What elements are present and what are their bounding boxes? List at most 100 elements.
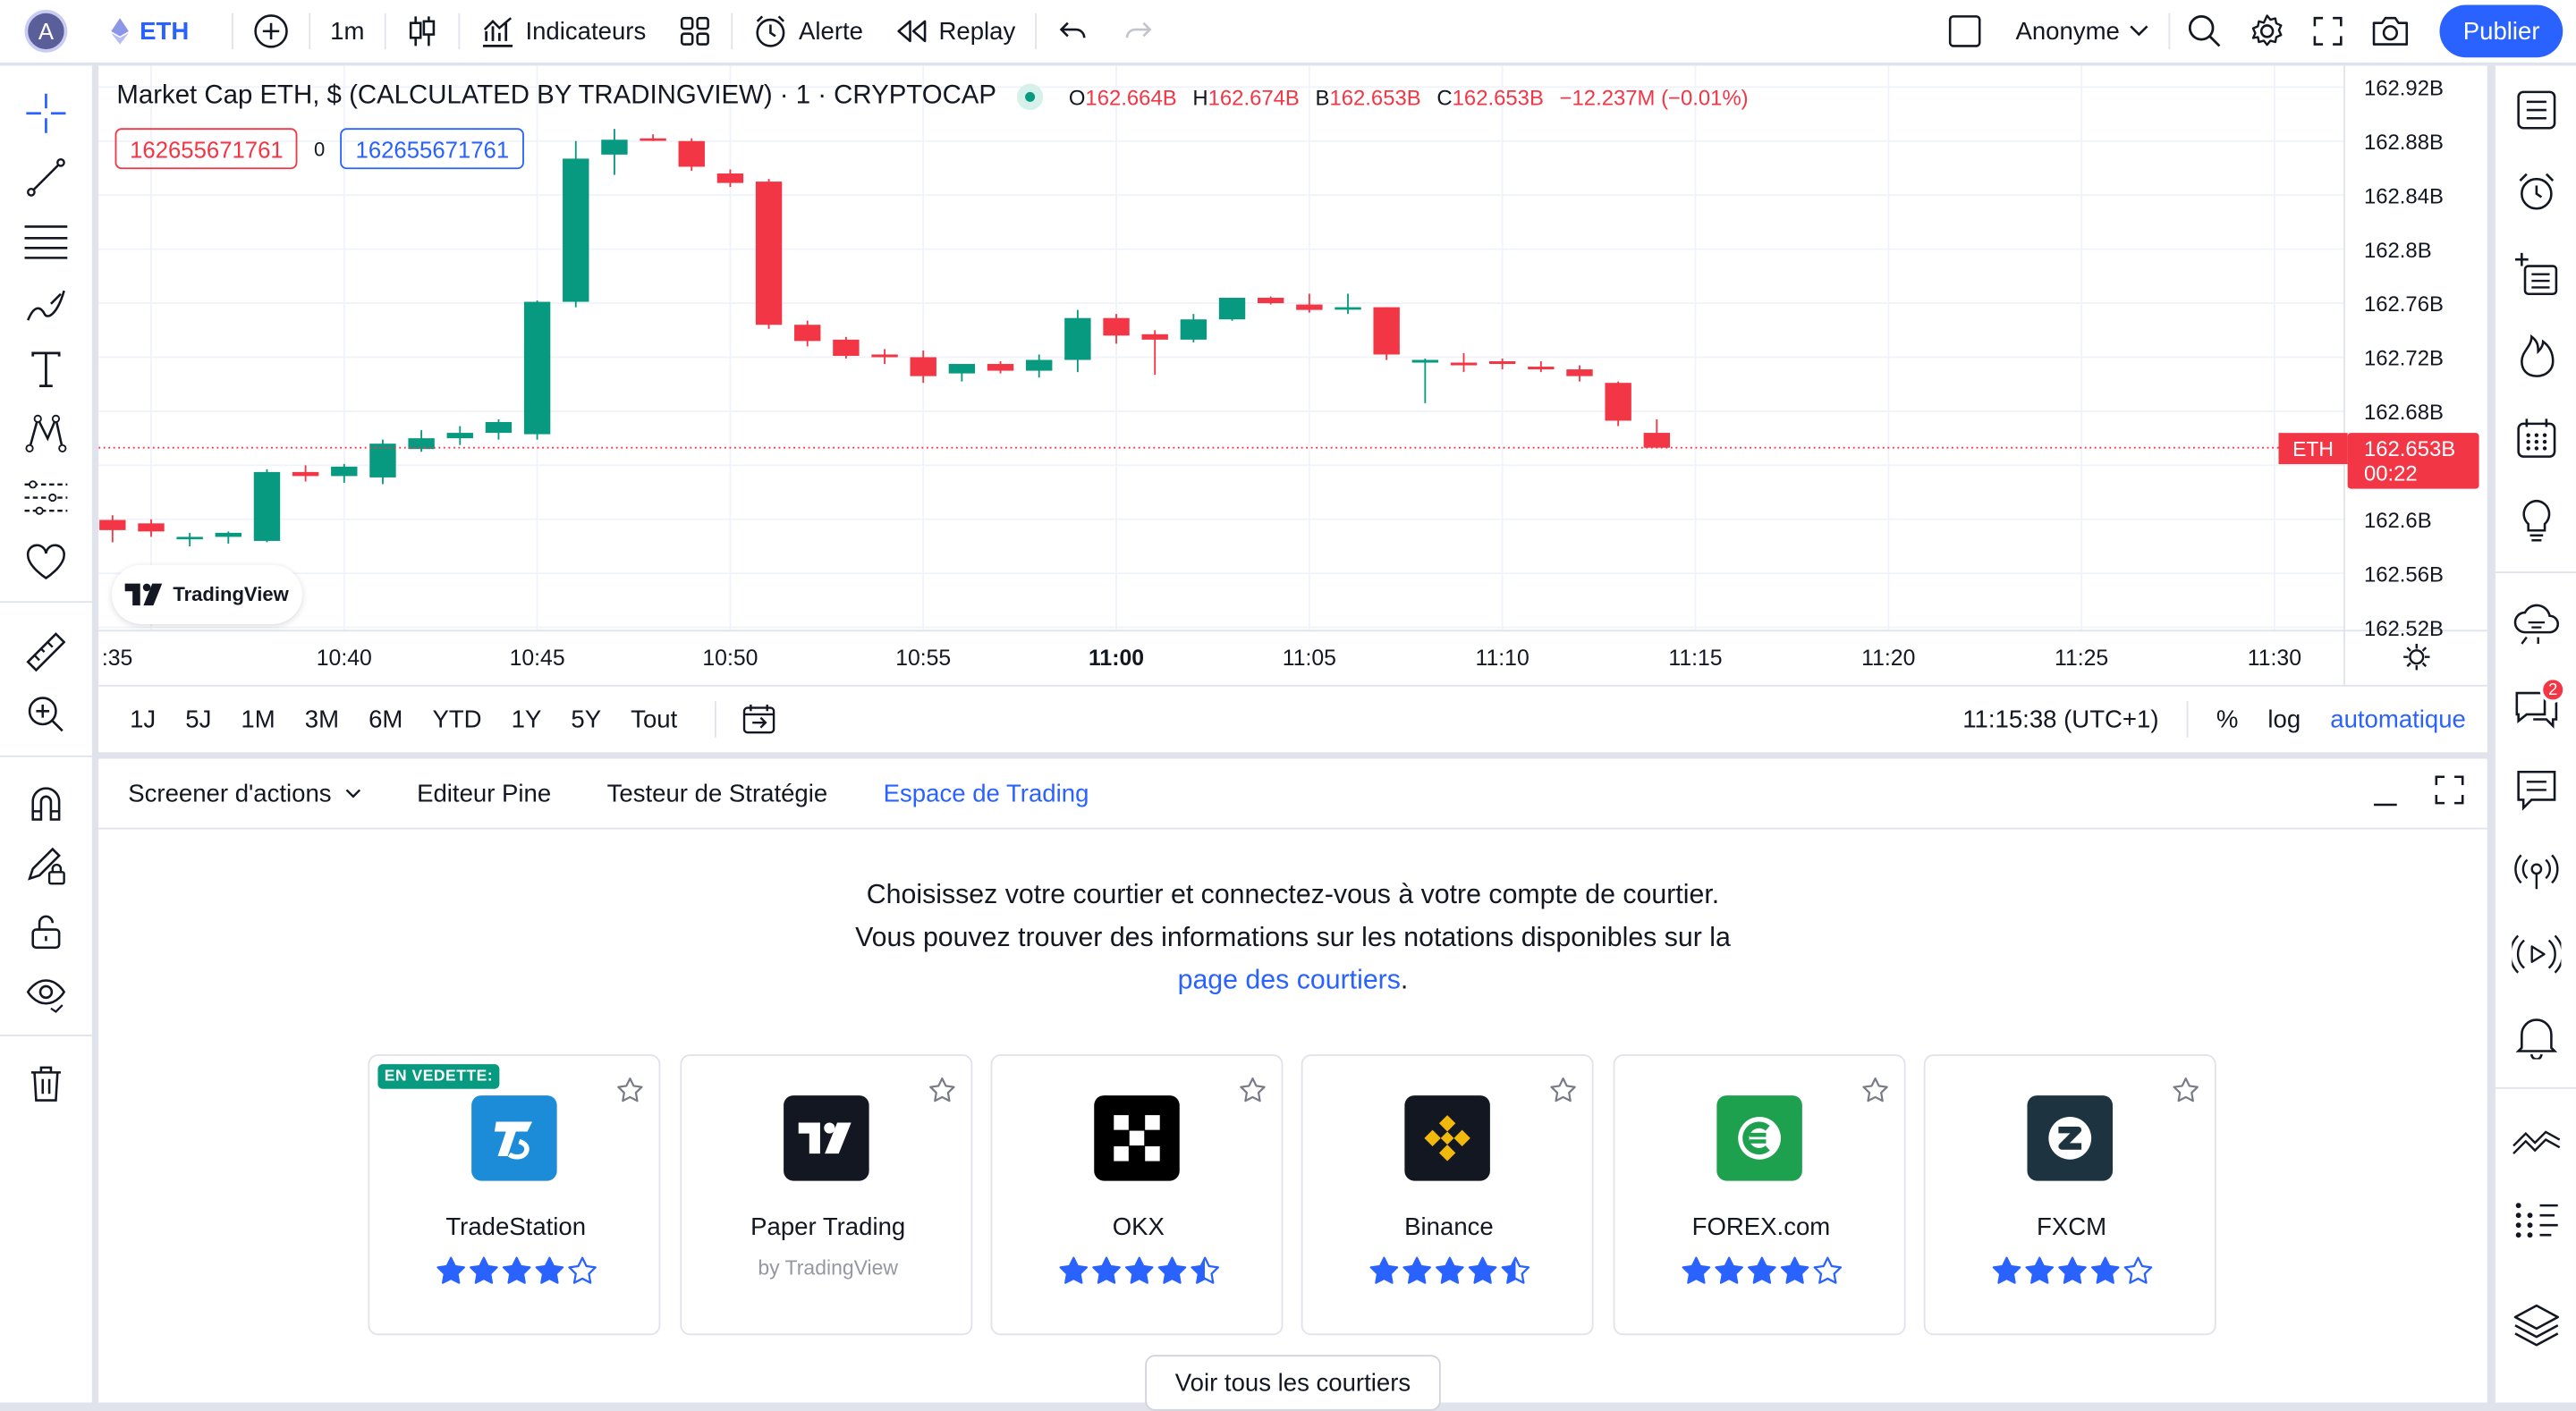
time-axis-label: 10:55 [895,646,951,671]
tab-stock-screener[interactable]: Screener d'actions [98,780,389,807]
candle [601,129,628,175]
chart-type-button[interactable] [389,0,454,63]
buy-button[interactable]: 162655671761 [341,128,524,170]
prediction-tool[interactable] [21,473,71,522]
goto-date-button[interactable] [743,704,776,734]
candle-body [1643,433,1671,448]
text-tool[interactable] [21,345,71,394]
hide-tool[interactable] [21,969,71,1018]
redo-button[interactable] [1106,0,1171,63]
dom-button[interactable] [2512,1196,2561,1245]
minimize-panel-button[interactable] [2372,782,2398,815]
magnet-tool[interactable] [21,779,71,828]
alert-button[interactable]: Alerte [736,0,879,63]
fullscreen-button[interactable] [2299,0,2358,63]
streams-button[interactable] [2512,930,2562,979]
news-button[interactable] [2512,765,2561,815]
broadcast-button[interactable] [2512,848,2561,897]
maximize-panel-button[interactable] [2435,775,2464,811]
favorite-star-button[interactable] [928,1076,956,1111]
settings-button[interactable] [2236,0,2299,63]
range-button-ytd[interactable]: YTD [432,705,482,734]
measure-tool[interactable] [21,628,71,677]
data-window-button[interactable] [2512,249,2561,299]
tradingview-watermark[interactable]: TradingView [111,564,302,624]
notifications-button[interactable] [2512,1011,2561,1060]
favorite-star-button[interactable] [1861,1076,1889,1111]
minds-button[interactable] [2512,598,2561,647]
snapshot-button[interactable] [2358,0,2423,63]
favorite-star-button[interactable] [2172,1076,2199,1111]
market-status-dot[interactable] [1016,83,1043,111]
broker-card-fxcm[interactable]: FXCM [1923,1054,2216,1336]
layout-checkbox[interactable] [1930,0,1999,63]
watchlist-button[interactable] [2512,86,2561,135]
range-button-5j[interactable]: 5J [185,705,212,734]
layers-icon [2513,1304,2560,1347]
brush-tool[interactable] [21,281,71,330]
zoom-tool[interactable] [21,689,71,739]
range-button-1y[interactable]: 1Y [511,705,542,734]
candle [563,140,589,308]
favorite-star-button[interactable] [616,1076,644,1111]
auto-scale-button[interactable]: automatique [2330,705,2466,734]
pattern-tool[interactable] [21,409,71,458]
favorites-tool[interactable] [21,537,71,587]
brokers-page-link[interactable]: page des courtiers [1177,965,1401,996]
delete-tool[interactable] [21,1060,71,1109]
range-button-1j[interactable]: 1J [130,705,157,734]
layout-name-dropdown[interactable]: Anonyme [1999,0,2165,63]
chart-pane[interactable]: 162.92B 162.88B 162.84B 162.8B 162.76B 162.72… [98,65,2487,753]
time-axis[interactable]: :35 10:40 10:45 10:50 10:55 11:00 11:05 11:10 11… [102,646,2301,671]
interval-button[interactable]: 1m [314,0,381,63]
trendline-tool[interactable] [21,153,71,202]
see-all-brokers-button[interactable]: Voir tous les courtiers [1145,1355,1441,1411]
range-button-1m[interactable]: 1M [241,705,275,734]
undo-button[interactable] [1040,0,1106,63]
time-axis-settings[interactable] [2403,643,2430,671]
range-button-tout[interactable]: Tout [631,705,678,734]
alerts-button[interactable] [2512,167,2561,216]
trading-panel-button[interactable] [2512,1113,2561,1162]
price-axis[interactable]: 162.92B 162.88B 162.84B 162.8B 162.76B 162.72… [2364,77,2444,641]
layouts-button[interactable] [663,0,728,63]
series-title[interactable]: Market Cap ETH, $ (CALCULATED BY TRADING… [116,81,997,111]
candle-body [678,140,705,167]
favorite-star-button[interactable] [1239,1076,1267,1111]
object-tree-button[interactable] [2512,1301,2561,1350]
favorite-star-button[interactable] [1549,1076,1577,1111]
tab-trading-panel[interactable]: Espace de Trading [855,780,1116,807]
sell-button[interactable]: 162655671761 [114,128,299,170]
percent-scale-button[interactable]: % [2216,705,2239,734]
calendar-button[interactable] [2512,414,2561,463]
ideas-button[interactable] [2512,496,2561,545]
timezone-button[interactable]: 11:15:38 (UTC+1) [1962,705,2159,734]
chats-button[interactable]: 2 [2512,676,2566,732]
fib-tool[interactable] [21,216,71,266]
broker-card-forexcom[interactable]: FOREX.com [1613,1054,1906,1336]
log-scale-button[interactable]: log [2267,705,2301,734]
tab-strategy-tester[interactable]: Testeur de Stratégie [579,780,855,807]
broker-card-tradestation[interactable]: EN VEDETTE: TradeStation [368,1054,661,1336]
broker-card-okx[interactable]: OKX [990,1054,1284,1336]
crosshair-tool[interactable] [21,89,71,138]
indicators-button[interactable]: Indicateurs [463,0,663,63]
broker-card-papertrading[interactable]: Paper Trading by TradingView [680,1054,973,1336]
range-button-3m[interactable]: 3M [304,705,340,734]
tradestation-logo [471,1095,557,1181]
symbol-search[interactable]: ETH [94,0,206,63]
price-chart[interactable]: 162.92B 162.88B 162.84B 162.8B 162.76B 162.72… [98,65,2487,685]
publish-button[interactable]: Publier [2440,4,2563,58]
lock-all-tool[interactable] [21,907,71,956]
range-button-5y[interactable]: 5Y [571,705,602,734]
hotlists-button[interactable] [2512,332,2561,381]
lock-drawing-tool[interactable] [21,841,71,890]
search-button[interactable] [2174,0,2236,63]
tab-pine-editor[interactable]: Editeur Pine [389,780,580,807]
user-avatar[interactable]: A [24,10,68,53]
broker-card-binance[interactable]: Binance [1301,1054,1594,1336]
compare-button[interactable] [236,0,305,63]
replay-button[interactable]: Replay [879,0,1031,63]
binance-logo [1404,1095,1490,1181]
range-button-6m[interactable]: 6M [369,705,403,734]
